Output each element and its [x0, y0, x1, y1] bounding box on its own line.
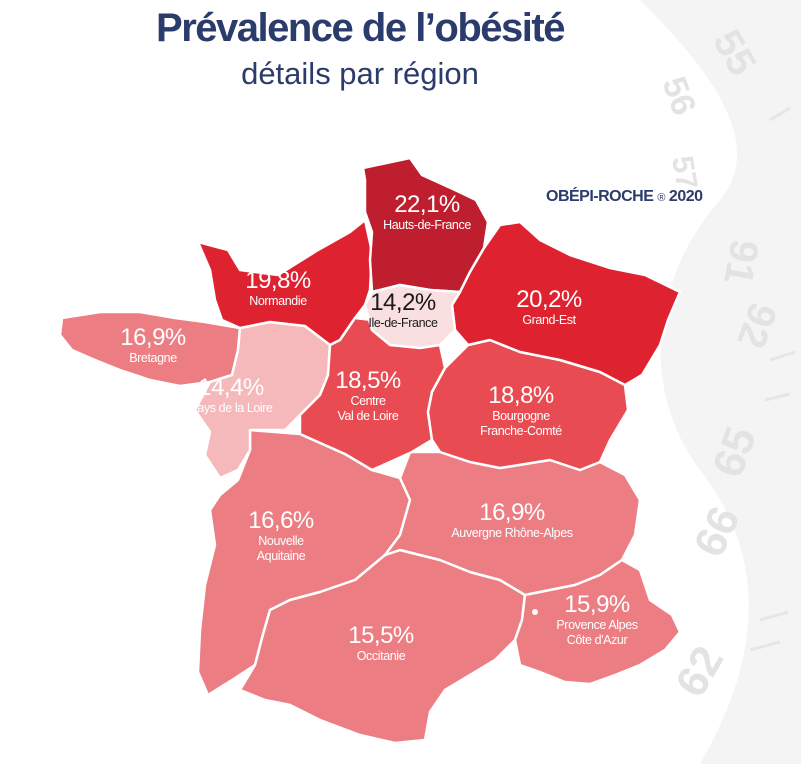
value: 16,6% — [248, 507, 314, 534]
region-name: Provence Alpes — [556, 618, 638, 632]
region-name: Pays de la Loire — [189, 401, 273, 415]
region-name: Bretagne — [129, 351, 177, 365]
value: 14,2% — [370, 289, 436, 316]
label-grand-est: 20,2% Grand-Est — [516, 287, 582, 328]
tape-tick — [764, 392, 791, 402]
region-name: Ile-de-France — [368, 316, 438, 330]
label-ile-de-france: 14,2% Ile-de-France — [368, 289, 438, 331]
value: 15,5% — [348, 622, 414, 649]
region-name: Bourgogne — [492, 409, 550, 423]
region-provence-alpes-cote-dazur[interactable] — [513, 558, 682, 686]
label-occitanie: 15,5% Occitanie — [348, 623, 414, 664]
tape-number: 91 — [715, 236, 766, 287]
tape-number: 57 — [665, 153, 703, 192]
value: 16,9% — [120, 324, 186, 351]
value: 19,8% — [245, 267, 311, 294]
source-name: OBÉPI-ROCHE — [546, 188, 654, 205]
tape-tick — [749, 640, 781, 652]
tape-tick — [769, 350, 796, 362]
value: 16,9% — [479, 499, 545, 526]
region-normandie[interactable] — [196, 218, 374, 347]
page-title: Prévalence de l’obésité — [156, 6, 565, 50]
region-name: Auvergne Rhône-Alpes — [451, 526, 573, 540]
label-bretagne: 16,9% Bretagne — [120, 325, 186, 366]
islet-marker — [532, 609, 538, 615]
label-auvergne-rhone-alpes: 16,9% Auvergne Rhône-Alpes — [451, 499, 573, 541]
region-name: Val de Loire — [337, 409, 399, 423]
value: 18,5% — [335, 367, 401, 394]
tape-tick — [769, 106, 791, 122]
label-nouvelle-aquitaine: 16,6% Nouvelle Aquitaine — [248, 508, 314, 564]
region-ile-de-france[interactable] — [363, 283, 462, 350]
registered-mark: ® — [657, 192, 665, 204]
value: 20,2% — [516, 286, 582, 313]
page-subtitle: détails par région — [241, 56, 479, 91]
label-normandie: 19,8% Normandie — [245, 268, 311, 309]
source-year: 2020 — [668, 188, 703, 205]
source-label: OBÉPI-ROCHE ® 2020 — [546, 188, 703, 206]
region-name: Franche-Comté — [480, 424, 562, 438]
label-provence-alpes-cote-dazur: 15,9% Provence Alpes Côte d'Azur — [556, 591, 638, 648]
region-name: Hauts-de-France — [383, 218, 471, 232]
label-bourgogne-franche-comte: 18,8% Bourgogne Franche-Comté — [480, 383, 562, 439]
label-centre-val-de-loire: 18,5% Centre Val de Loire — [335, 368, 401, 424]
value: 15,9% — [564, 591, 630, 618]
region-name: Nouvelle — [258, 534, 304, 548]
region-name: Normandie — [249, 294, 307, 308]
value: 14,4% — [198, 374, 264, 401]
region-name: Grand-Est — [522, 313, 576, 327]
value: 18,8% — [488, 382, 554, 409]
tape-tick — [759, 610, 789, 622]
value: 22,1% — [394, 191, 460, 218]
region-name: Occitanie — [356, 649, 406, 663]
region-name: Aquitaine — [256, 549, 306, 563]
label-hauts-de-france: 22,1% Hauts-de-France — [383, 192, 471, 233]
tape-band — [640, 0, 801, 764]
label-pays-de-la-loire: 14,4% Pays de la Loire — [189, 374, 273, 416]
region-name: Côte d'Azur — [566, 633, 628, 647]
region-name: Centre — [350, 394, 386, 408]
